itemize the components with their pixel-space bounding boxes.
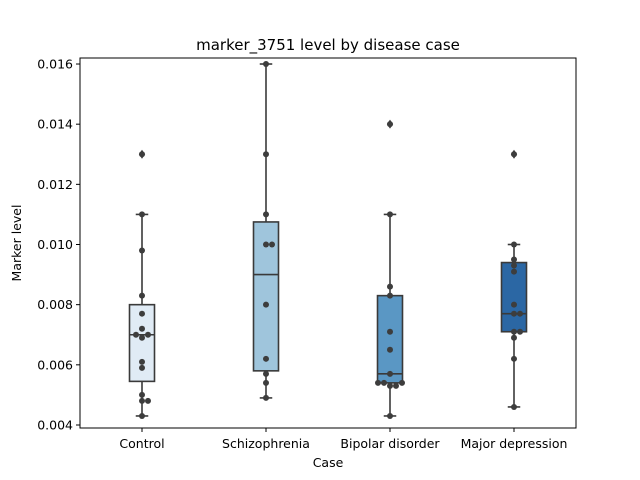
chart-title: marker_3751 level by disease case <box>196 36 460 55</box>
data-point <box>387 370 393 377</box>
y-tick-label: 0.006 <box>37 357 73 372</box>
data-point <box>511 310 517 317</box>
data-point <box>139 358 145 365</box>
data-point <box>139 334 145 341</box>
plot-background <box>80 58 576 428</box>
y-axis-label: Marker level <box>9 205 24 282</box>
box-group <box>128 149 156 419</box>
data-point <box>387 211 393 218</box>
data-point <box>139 364 145 371</box>
data-point <box>139 151 145 158</box>
y-tick-label: 0.012 <box>37 177 73 192</box>
data-point <box>511 151 517 158</box>
y-axis: 0.004 0.006 0.008 0.010 0.012 0.014 0.016 <box>37 57 80 432</box>
data-point <box>387 292 393 299</box>
plot-frame <box>79 57 577 429</box>
data-point <box>139 310 145 317</box>
data-point <box>511 334 517 341</box>
box-iqr <box>376 294 404 384</box>
x-tick-label: Bipolar disorder <box>340 436 440 451</box>
y-tick-label: 0.016 <box>37 57 73 72</box>
data-point <box>511 328 517 335</box>
y-tick-label: 0.004 <box>37 417 73 432</box>
data-point <box>139 292 145 299</box>
box-group <box>375 119 405 419</box>
data-point <box>511 241 517 248</box>
data-point <box>387 283 393 290</box>
data-point <box>517 310 523 317</box>
x-tick-label: Schizophrenia <box>222 436 310 451</box>
data-point <box>263 211 269 218</box>
data-point <box>387 412 393 419</box>
x-axis: Control Schizophrenia Bipolar disorder Majo… <box>119 428 567 451</box>
box-group <box>500 149 528 410</box>
data-point <box>263 355 269 362</box>
y-tick-label: 0.014 <box>37 117 73 132</box>
x-tick-label: Major depression <box>461 436 568 451</box>
data-point <box>517 328 523 335</box>
data-point <box>511 355 517 362</box>
data-point <box>145 397 151 404</box>
y-tick-label: 0.010 <box>37 237 73 252</box>
data-point <box>387 382 393 389</box>
data-point <box>263 394 269 401</box>
data-point <box>511 268 517 275</box>
data-point <box>139 397 145 404</box>
x-axis-label: Case <box>313 455 344 470</box>
data-point <box>139 247 145 254</box>
data-point <box>269 241 275 248</box>
data-point <box>375 379 381 386</box>
data-point <box>139 325 145 332</box>
box-iqr <box>252 221 280 372</box>
x-tick-label: Control <box>119 436 164 451</box>
boxes-layer <box>128 61 528 419</box>
y-tick-label: 0.008 <box>37 297 73 312</box>
data-point <box>399 379 405 386</box>
data-point <box>393 382 399 389</box>
data-point <box>263 379 269 386</box>
data-point <box>263 370 269 377</box>
data-point <box>511 256 517 263</box>
data-point <box>263 151 269 158</box>
data-point <box>263 241 269 248</box>
data-point <box>139 211 145 218</box>
data-point <box>387 121 393 128</box>
box-group <box>252 61 280 401</box>
data-point <box>387 346 393 353</box>
data-point <box>511 262 517 269</box>
data-point <box>263 61 269 68</box>
data-point <box>133 331 139 338</box>
data-point <box>511 301 517 308</box>
data-point <box>381 379 387 386</box>
data-point <box>511 403 517 410</box>
data-point <box>139 391 145 398</box>
data-point <box>263 301 269 308</box>
data-point <box>387 328 393 335</box>
data-point <box>145 331 151 338</box>
data-point <box>139 412 145 419</box>
